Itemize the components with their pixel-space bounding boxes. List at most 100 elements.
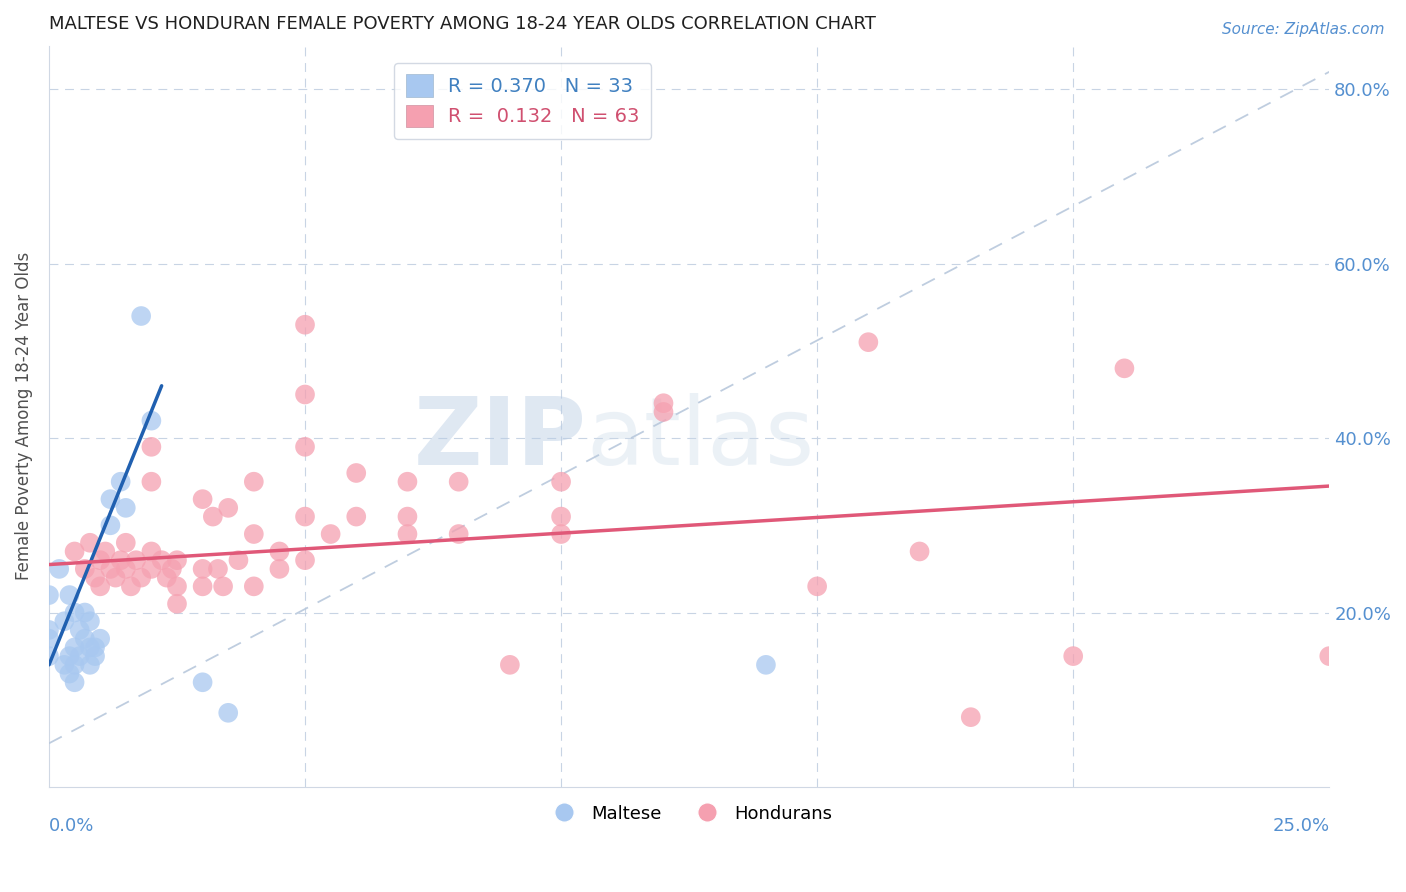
Point — [129, 571, 152, 585]
Point — [100, 492, 122, 507]
Point — [166, 553, 188, 567]
Point — [652, 405, 675, 419]
Point — [89, 579, 111, 593]
Text: atlas: atlas — [586, 392, 815, 484]
Point — [110, 475, 132, 489]
Point — [63, 606, 86, 620]
Point — [858, 335, 880, 350]
Point — [100, 518, 122, 533]
Point — [166, 579, 188, 593]
Point — [63, 544, 86, 558]
Point — [84, 571, 107, 585]
Point — [53, 657, 76, 672]
Point — [447, 475, 470, 489]
Point — [806, 579, 828, 593]
Point — [38, 632, 60, 646]
Point — [79, 614, 101, 628]
Point — [104, 571, 127, 585]
Point — [38, 623, 60, 637]
Point — [1062, 649, 1084, 664]
Text: ZIP: ZIP — [413, 392, 586, 484]
Point — [94, 544, 117, 558]
Point — [396, 475, 419, 489]
Point — [294, 509, 316, 524]
Point — [191, 675, 214, 690]
Point — [69, 623, 91, 637]
Point — [58, 649, 80, 664]
Point — [319, 527, 342, 541]
Point — [269, 562, 291, 576]
Point — [294, 318, 316, 332]
Point — [755, 657, 778, 672]
Point — [141, 544, 163, 558]
Point — [294, 387, 316, 401]
Point — [79, 535, 101, 549]
Point — [100, 562, 122, 576]
Point — [114, 500, 136, 515]
Point — [1114, 361, 1136, 376]
Point — [141, 440, 163, 454]
Point — [141, 562, 163, 576]
Point — [58, 588, 80, 602]
Point — [150, 553, 173, 567]
Point — [53, 614, 76, 628]
Text: 25.0%: 25.0% — [1272, 816, 1329, 835]
Point — [73, 632, 96, 646]
Point — [73, 562, 96, 576]
Point — [1317, 649, 1340, 664]
Point — [84, 640, 107, 655]
Point — [550, 475, 572, 489]
Point — [191, 562, 214, 576]
Point — [217, 706, 239, 720]
Point — [294, 440, 316, 454]
Point — [550, 527, 572, 541]
Point — [396, 509, 419, 524]
Point — [38, 649, 60, 664]
Point — [79, 657, 101, 672]
Text: MALTESE VS HONDURAN FEMALE POVERTY AMONG 18-24 YEAR OLDS CORRELATION CHART: MALTESE VS HONDURAN FEMALE POVERTY AMONG… — [49, 15, 876, 33]
Point — [63, 640, 86, 655]
Point — [396, 527, 419, 541]
Point — [141, 475, 163, 489]
Point — [69, 649, 91, 664]
Point — [550, 509, 572, 524]
Point — [63, 675, 86, 690]
Point — [156, 571, 179, 585]
Point — [89, 632, 111, 646]
Point — [125, 553, 148, 567]
Point — [191, 492, 214, 507]
Point — [652, 396, 675, 410]
Point — [114, 535, 136, 549]
Point — [48, 562, 70, 576]
Y-axis label: Female Poverty Among 18-24 Year Olds: Female Poverty Among 18-24 Year Olds — [15, 252, 32, 581]
Point — [344, 509, 367, 524]
Point — [207, 562, 229, 576]
Text: 0.0%: 0.0% — [49, 816, 94, 835]
Point — [447, 527, 470, 541]
Point — [160, 562, 183, 576]
Point — [73, 606, 96, 620]
Point — [212, 579, 235, 593]
Point — [110, 553, 132, 567]
Point — [114, 562, 136, 576]
Point — [166, 597, 188, 611]
Point — [58, 666, 80, 681]
Point — [959, 710, 981, 724]
Point — [84, 649, 107, 664]
Point — [217, 500, 239, 515]
Point — [908, 544, 931, 558]
Point — [38, 588, 60, 602]
Text: Source: ZipAtlas.com: Source: ZipAtlas.com — [1222, 22, 1385, 37]
Point — [63, 657, 86, 672]
Point — [79, 640, 101, 655]
Point — [243, 579, 266, 593]
Point — [499, 657, 522, 672]
Point — [191, 579, 214, 593]
Point — [129, 309, 152, 323]
Point — [269, 544, 291, 558]
Point — [228, 553, 250, 567]
Point — [344, 466, 367, 480]
Point — [120, 579, 142, 593]
Legend: Maltese, Hondurans: Maltese, Hondurans — [538, 797, 839, 830]
Point — [141, 414, 163, 428]
